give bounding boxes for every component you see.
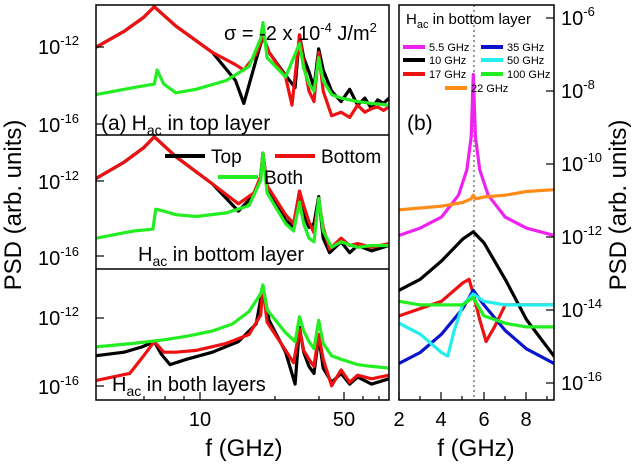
ytick-label: 10-16 [38, 111, 79, 137]
xtick-label: 8 [520, 409, 531, 431]
right-ytick-label: 10-6 [561, 4, 595, 30]
legend-label-100ghz: 100 GHz [507, 69, 550, 81]
legend-label-10ghz: 10 GHz [429, 55, 466, 67]
series-line-100-ghz [399, 296, 554, 329]
legend-b: 5.5 GHz 10 GHz 17 GHz 22 GHz 35 GHz 50 G… [403, 42, 550, 95]
subpanel-label-top: (a) Hac in top layer [101, 112, 270, 138]
legend-label-22ghz: 22 GHz [471, 83, 508, 95]
series-line-35-ghz [399, 288, 554, 365]
subpanel-label-both: Hac in both layers [112, 374, 266, 399]
xtick-label: 4 [435, 409, 446, 431]
series-line-bottom [96, 285, 389, 388]
legend-b-title: Hac in bottom layer [406, 11, 531, 31]
legend-label-both: Both [264, 168, 303, 189]
right-y-axis-label: PSD (arb. units) [605, 120, 632, 291]
ytick-label: 10-12 [38, 33, 79, 59]
subpanel-top-layer-lines [96, 5, 389, 119]
legend-label-5-5ghz: 5.5 GHz [429, 42, 469, 54]
right-ytick-label: 10-14 [561, 296, 602, 322]
panel-b-lines [399, 72, 554, 365]
sigma-annotation: σ = -2 x 10-4 J/m2 [224, 20, 377, 45]
legend-label-17ghz: 17 GHz [429, 69, 466, 81]
ytick-label: 10-12 [38, 304, 79, 330]
y-axis-label: PSD (arb. units) [0, 120, 27, 291]
series-line-both [96, 283, 389, 370]
right-ytick-label: 10-8 [561, 77, 595, 103]
right-y-ticks [546, 17, 554, 384]
legend-a: Top Bottom Both [165, 147, 381, 189]
right-x-axis-label: f (GHz) [437, 435, 514, 462]
xtick-label: 50 [333, 409, 355, 431]
series-line-22-ghz [399, 188, 554, 212]
ytick-label: 10-16 [38, 373, 79, 399]
ytick-label: 10-16 [38, 244, 79, 270]
series-line-5-5-ghz [399, 72, 554, 237]
panel-a: 10-12 10-16 10-12 10-16 10-12 10-16 PSD … [0, 4, 390, 462]
xtick-label: 2 [393, 409, 404, 431]
right-ytick-label: 10-12 [561, 223, 602, 249]
series-line-both [96, 21, 389, 107]
right-ytick-label: 10-10 [561, 150, 602, 176]
panel-b-tag: (b) [407, 112, 433, 135]
right-ytick-label: 10-16 [561, 369, 602, 395]
x-axis-label: f (GHz) [205, 435, 282, 462]
panel-a-frame [95, 4, 390, 401]
legend-label-top: Top [211, 147, 242, 168]
legend-label-bottom: Bottom [321, 147, 381, 168]
subpanel-label-bottom: Hac in bottom layer [138, 244, 304, 269]
xtick-label: 10 [189, 409, 211, 431]
panel-b-frame [398, 4, 555, 401]
x-ticks [143, 392, 380, 400]
xtick-label: 6 [478, 409, 489, 431]
series-line-17-ghz [399, 277, 554, 344]
legend-label-50ghz: 50 GHz [507, 55, 544, 67]
right-x-ticks [398, 392, 548, 400]
ytick-label: 10-12 [38, 168, 79, 194]
legend-label-35ghz: 35 GHz [507, 42, 544, 54]
series-line-both [96, 151, 389, 249]
panel-b: Hac in bottom layer 5.5 GHz 10 GHz 17 GH… [393, 4, 632, 462]
subpanel-both-layers-lines [96, 283, 389, 388]
y-ticks [96, 46, 104, 387]
